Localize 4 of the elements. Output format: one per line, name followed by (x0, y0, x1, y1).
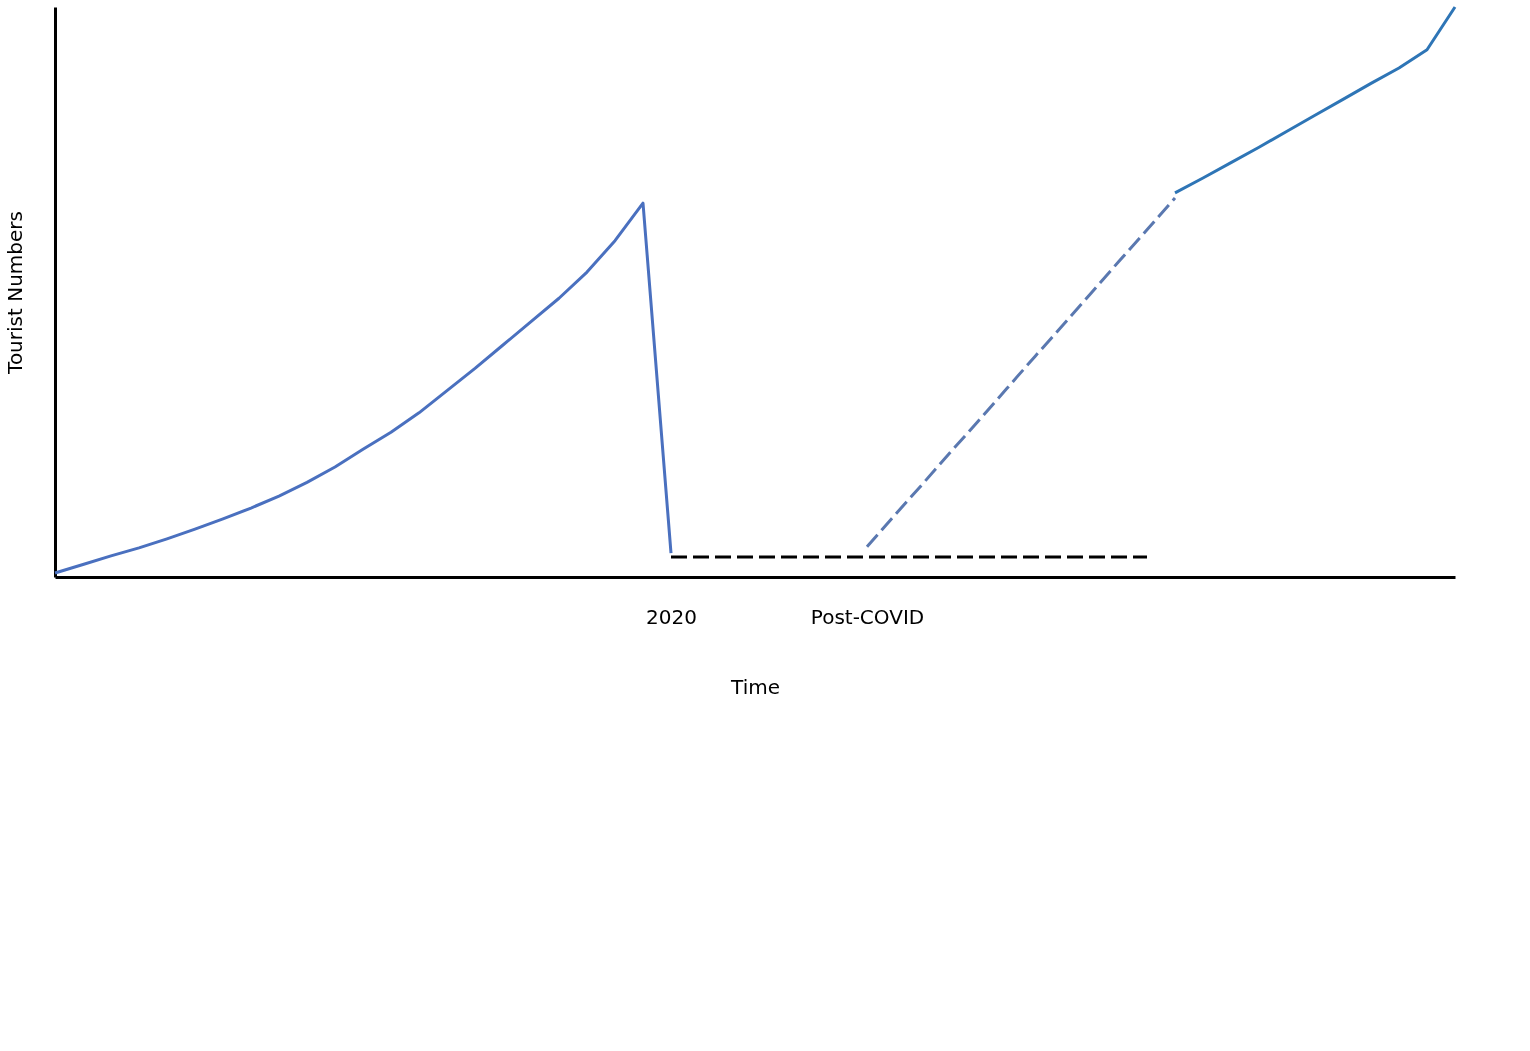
x-axis-title: Time (730, 674, 780, 699)
x-tick-label: 2020 (646, 604, 697, 629)
y-axis-title: Tourist Numbers (2, 211, 27, 375)
x-tick-label: Post-COVID (810, 604, 925, 629)
